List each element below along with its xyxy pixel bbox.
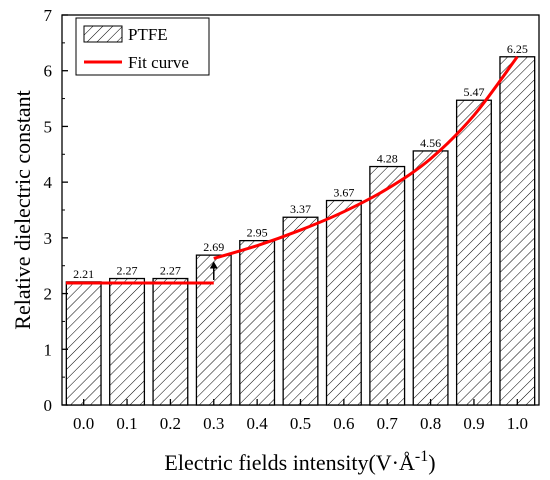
x-tick-label: 0.8 bbox=[420, 414, 441, 433]
x-tick-label: 0.3 bbox=[203, 414, 224, 433]
fit-curve-rising-segment bbox=[213, 55, 519, 260]
x-axis-title-superscript: -1 bbox=[415, 448, 428, 465]
y-tick-label: 0 bbox=[44, 396, 53, 415]
bar-value-label: 4.28 bbox=[377, 152, 398, 166]
bar-1.0 bbox=[499, 56, 536, 406]
bar-0.8 bbox=[412, 150, 449, 406]
bar-0.3 bbox=[195, 254, 232, 406]
y-tick-label: 3 bbox=[44, 229, 53, 248]
bar-0.1 bbox=[109, 277, 146, 406]
y-tick-label: 7 bbox=[44, 6, 53, 25]
bar-0.4 bbox=[239, 239, 276, 406]
x-axis-title-close: ) bbox=[428, 450, 435, 475]
bar-0.9 bbox=[455, 99, 492, 406]
x-tick-label: 0.6 bbox=[333, 414, 354, 433]
bar-value-label: 5.47 bbox=[463, 85, 484, 99]
x-tick-label: 1.0 bbox=[507, 414, 528, 433]
x-axis-title: Electric fields intensity(V·Å-1) bbox=[164, 448, 435, 475]
legend-label-fit-curve: Fit curve bbox=[128, 53, 189, 72]
x-axis-title-text: Electric fields intensity(V·Å bbox=[164, 450, 415, 475]
x-tick-label: 0.1 bbox=[116, 414, 137, 433]
x-tick-label: 0.5 bbox=[290, 414, 311, 433]
y-tick-label: 2 bbox=[44, 285, 53, 304]
bar-0.6 bbox=[325, 199, 362, 406]
bar-0.0 bbox=[65, 281, 102, 406]
legend-swatch-ptfe bbox=[83, 25, 123, 43]
legend-label-ptfe: PTFE bbox=[128, 25, 168, 44]
bar-0.5 bbox=[282, 216, 319, 406]
bar-0.7 bbox=[369, 165, 406, 406]
x-axis: 0.0 0.1 0.2 0.3 0.4 0.5 0.6 0.7 0.8 0.9 1.0 bbox=[73, 399, 528, 433]
bar-value-label: 4.56 bbox=[420, 136, 441, 150]
jump-arrow-head bbox=[209, 261, 218, 269]
x-tick-label: 0.7 bbox=[377, 414, 399, 433]
bar-0.2 bbox=[152, 277, 189, 406]
x-tick-label: 0.2 bbox=[160, 414, 181, 433]
legend: PTFE Fit curve bbox=[75, 17, 210, 76]
bar-labels: 2.21 2.27 2.27 2.69 2.95 3.37 3.67 4.28 4.56 5.47… bbox=[73, 42, 528, 281]
x-tick-label: 0.9 bbox=[463, 414, 484, 433]
bar-value-label: 2.95 bbox=[247, 226, 268, 240]
y-tick-label: 4 bbox=[44, 173, 53, 192]
y-axis: 0 1 2 3 4 5 6 7 bbox=[44, 6, 68, 415]
bar-value-label: 3.37 bbox=[290, 202, 311, 216]
bar-value-label: 2.27 bbox=[117, 264, 138, 278]
x-tick-label: 0.0 bbox=[73, 414, 94, 433]
y-tick-label: 1 bbox=[44, 340, 53, 359]
x-tick-label: 0.4 bbox=[247, 414, 269, 433]
bar-value-label: 6.25 bbox=[507, 42, 528, 56]
y-tick-label: 6 bbox=[44, 62, 53, 81]
y-tick-label: 5 bbox=[44, 117, 53, 136]
fit-curve bbox=[66, 55, 519, 285]
bar-value-label: 3.67 bbox=[333, 186, 354, 200]
y-axis-title: Relative dielectric constant bbox=[10, 90, 35, 329]
bar-value-label: 2.27 bbox=[160, 264, 181, 278]
bar-value-label: 2.69 bbox=[203, 240, 224, 254]
bar-value-label: 2.21 bbox=[73, 267, 94, 281]
